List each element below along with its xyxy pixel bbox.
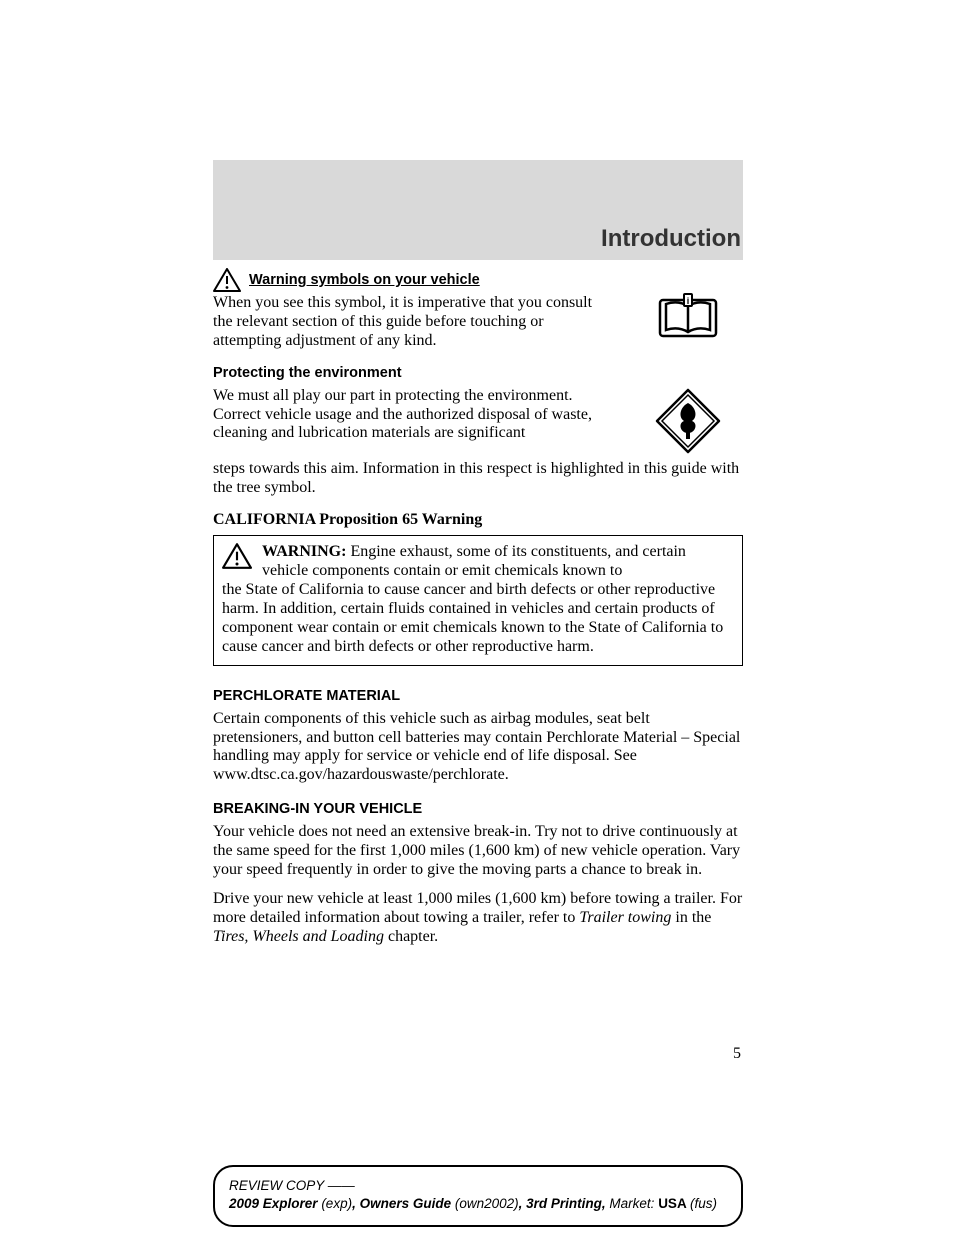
warning-symbols-heading: Warning symbols on your vehicle bbox=[249, 272, 480, 288]
footer-line1: REVIEW COPY —— bbox=[229, 1177, 727, 1195]
warning-symbols-block: When you see this symbol, it is imperati… bbox=[213, 292, 743, 351]
protecting-env-body-wide: steps towards this aim. Information in t… bbox=[213, 460, 743, 498]
warning-label: WARNING: bbox=[262, 543, 346, 560]
warning-rest: the State of California to cause cancer … bbox=[222, 581, 734, 657]
footer-l2a: 2009 Explorer bbox=[229, 1196, 321, 1211]
breakin-p2d: Tires, Wheels and Loading bbox=[213, 928, 384, 945]
breakin-p2c: in the bbox=[671, 909, 711, 926]
prop65-heading: CALIFORNIA Proposition 65 Warning bbox=[213, 511, 743, 529]
breakin-heading: BREAKING-IN YOUR VEHICLE bbox=[213, 801, 743, 817]
protecting-env-heading: Protecting the environment bbox=[213, 365, 743, 381]
footer-l2f: Market: bbox=[609, 1196, 658, 1211]
tree-diamond-icon bbox=[654, 387, 722, 460]
perchlorate-body: Certain components of this vehicle such … bbox=[213, 710, 743, 786]
svg-text:i: i bbox=[687, 296, 690, 306]
alert-triangle-icon bbox=[213, 268, 241, 292]
page-number: 5 bbox=[733, 1045, 741, 1063]
footer-l2h: (fus) bbox=[690, 1196, 717, 1211]
warning-box: WARNING: Engine exhaust, some of its con… bbox=[213, 535, 743, 665]
breakin-p1: Your vehicle does not need an extensive … bbox=[213, 823, 743, 880]
footer-l2c: , Owners Guide bbox=[352, 1196, 455, 1211]
footer-l2g: USA bbox=[658, 1196, 690, 1211]
footer-l2e: , 3rd Printing, bbox=[519, 1196, 610, 1211]
breakin-p2e: chapter. bbox=[384, 928, 438, 945]
footer-line2: 2009 Explorer (exp), Owners Guide (own20… bbox=[229, 1195, 727, 1213]
breakin-p2: Drive your new vehicle at least 1,000 mi… bbox=[213, 890, 743, 947]
breakin-block: BREAKING-IN YOUR VEHICLE Your vehicle do… bbox=[213, 801, 743, 946]
read-manual-icon: i bbox=[656, 292, 720, 349]
section-title: Introduction bbox=[601, 225, 741, 253]
breakin-p2b: Trailer towing bbox=[579, 909, 671, 926]
footer-l2b: (exp) bbox=[321, 1196, 352, 1211]
alert-triangle-icon bbox=[222, 543, 252, 581]
protecting-env-block: Protecting the environment We must all p… bbox=[213, 365, 743, 498]
footer-l2d: (own2002) bbox=[455, 1196, 519, 1211]
protecting-env-body-narrow: We must all play our part in protecting … bbox=[213, 387, 609, 444]
page-content: Warning symbols on your vehicle When you… bbox=[213, 268, 743, 946]
warning-symbols-body: When you see this symbol, it is imperati… bbox=[213, 294, 609, 351]
footer-box: REVIEW COPY —— 2009 Explorer (exp), Owne… bbox=[213, 1165, 743, 1227]
perchlorate-heading: PERCHLORATE MATERIAL bbox=[213, 688, 743, 704]
warning-symbols-heading-row: Warning symbols on your vehicle bbox=[213, 268, 743, 292]
warning-first-lines: WARNING: Engine exhaust, some of its con… bbox=[262, 543, 734, 581]
perchlorate-block: PERCHLORATE MATERIAL Certain components … bbox=[213, 688, 743, 786]
prop65-block: CALIFORNIA Proposition 65 Warning WARNIN… bbox=[213, 511, 743, 665]
